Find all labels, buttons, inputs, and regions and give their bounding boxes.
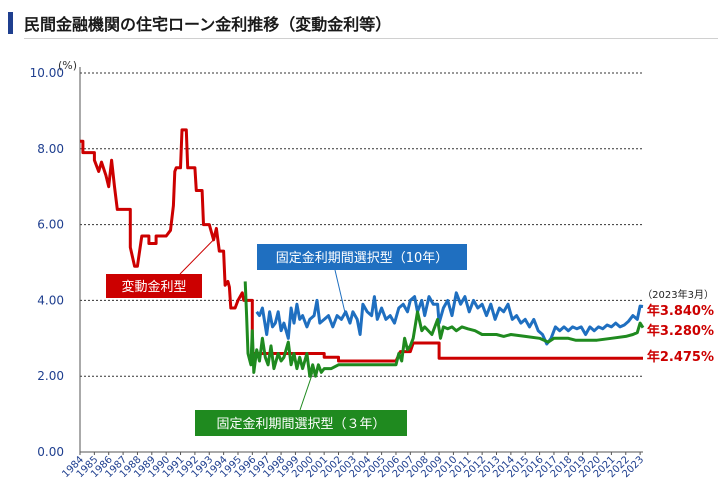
callout-fixed-3yr-leader — [299, 368, 315, 411]
title-accent-bar — [8, 12, 13, 34]
callout-variable-rate-leader — [179, 239, 214, 275]
y-tick-label: 10.00 — [30, 66, 64, 80]
callout-fixed-10yr-label: 固定金利期間選択型（10年） — [276, 250, 449, 266]
fixed-3yr-rate-line — [243, 281, 645, 378]
latest-label-variable-rate: 年2.475% — [647, 349, 714, 365]
title-divider — [24, 38, 718, 39]
callout-fixed-3yr-label: 固定金利期間選択型（３年） — [216, 416, 385, 432]
callout-fixed-10yr-leader — [334, 269, 347, 316]
y-tick-label: 2.00 — [37, 369, 64, 383]
callout-fixed-10yr-box — [257, 244, 467, 270]
latest-label-fixed-10yr: 年3.840% — [647, 303, 714, 319]
y-tick-label: 0.00 — [37, 445, 64, 459]
y-axis-unit-label: (%) — [58, 59, 77, 72]
series-layer — [80, 128, 645, 378]
fixed-10yr-rate-line — [255, 291, 644, 346]
latest-value-labels: （2023年3月） 年3.840% 年3.280% 年2.475% — [642, 288, 714, 365]
latest-label-fixed-3yr: 年3.280% — [647, 323, 714, 339]
y-tick-label: 4.00 — [37, 293, 64, 307]
grid-layer — [80, 72, 643, 377]
annotation-date: （2023年3月） — [642, 288, 714, 301]
axis-layer: 0.002.004.006.008.0010.00(%)198419851986… — [30, 59, 647, 480]
y-tick-label: 6.00 — [37, 218, 64, 232]
callout-variable-rate-box — [106, 274, 202, 298]
page-title: 民間金融機関の住宅ローン金利推移（変動金利等） — [24, 15, 392, 34]
title-bar: 民間金融機関の住宅ローン金利推移（変動金利等） — [8, 10, 718, 39]
callout-fixed-3yr-box — [195, 410, 407, 436]
y-tick-label: 8.00 — [37, 142, 64, 156]
variable-rate-line — [80, 128, 643, 363]
callout-layer: 変動金利型 固定金利期間選択型（10年） 固定金利期間選択型（３年） — [106, 239, 467, 436]
callout-variable-rate-label: 変動金利型 — [121, 279, 186, 295]
